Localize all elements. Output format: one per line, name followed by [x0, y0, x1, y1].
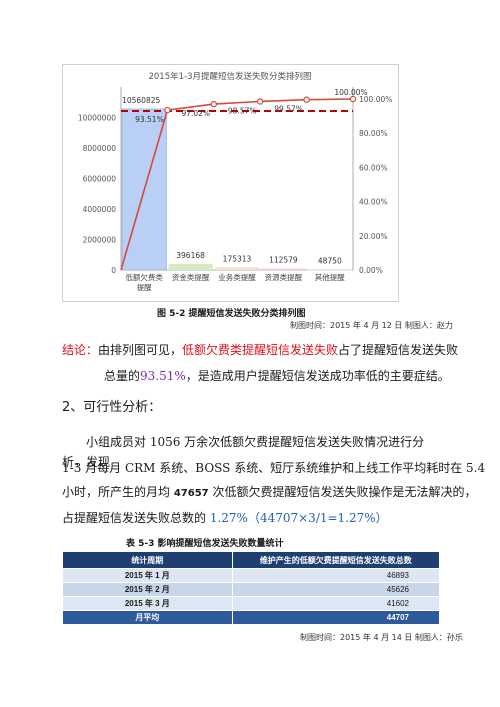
conclusion-text-3: 总量的: [104, 369, 141, 383]
table-row: 2015 年 1 月 46893: [62, 568, 441, 583]
bar-value-label: 10560825: [122, 96, 160, 105]
table-row: 2015 年 3 月 41602: [62, 596, 441, 611]
x-tick-label: 资源类提醒: [265, 272, 303, 282]
header-count: 维护产生的低额欠费提醒短信发送失败总数: [231, 551, 441, 569]
cumulative-point: [303, 96, 310, 103]
footer-value: 44707: [231, 610, 441, 625]
table-row: 2015 年 2 月 45626: [62, 582, 441, 597]
x-tick-label: 提醒: [137, 282, 152, 292]
bar-value-label: 48750: [318, 256, 342, 265]
x-tick-label: 其他提醒: [315, 272, 345, 282]
row-value: 41602: [231, 596, 441, 611]
figure-credit: 制图时间：2015 年 4 月 12 日 制图人：赵力: [290, 321, 453, 330]
table-caption: 表 5-3 影响提醒短信发送失败数量统计: [126, 539, 284, 549]
y-tick-label: 2000000: [83, 236, 117, 245]
cumulative-label: 98.57%: [228, 106, 257, 115]
y2-tick-label: 40.00%: [359, 198, 388, 207]
y-tick-label: 8000000: [83, 144, 117, 153]
y-tick-label: 6000000: [83, 175, 117, 184]
x-tick-label: 低额欠费类: [125, 272, 163, 282]
cumulative-point: [210, 100, 217, 108]
row-period: 2015 年 2 月: [62, 582, 233, 597]
y-tick-label: 4000000: [83, 205, 117, 214]
cumulative-label: 99.57%: [274, 105, 303, 114]
bar: [261, 268, 306, 270]
row-period: 2015 年 3 月: [62, 596, 233, 611]
conclusion-highlight: 低额欠费类提醒短信发送失败: [182, 343, 339, 357]
bar: [168, 263, 213, 270]
paragraph-line-3: 小时，所产生的月均 47657 次低额欠费提醒短信发送失败操作是无法解决的，: [62, 482, 476, 504]
stats-table: 统计周期 维护产生的低额欠费提醒短信发送失败总数 2015 年 1 月 4689…: [62, 551, 441, 625]
header-period: 统计周期: [62, 551, 233, 569]
figure-caption: 图 5-2 提醒短信发送失败分类排列图: [157, 309, 306, 319]
conclusion-text-2: 占了提醒短信发送失败: [338, 343, 459, 357]
paragraph-formula: 1.27%（44707×3/1=1.27%）: [209, 511, 388, 525]
y2-tick-label: 100.00%: [359, 95, 392, 104]
paragraph-line-1: 小组成员对 1056 万余次低额欠费提醒短信发送失败情况进行分析，发现: [62, 435, 425, 469]
x-tick-label: 业务类提醒: [218, 272, 256, 282]
y-tick-label: 10000000: [78, 114, 116, 123]
table-header-row: 统计周期 维护产生的低额欠费提醒短信发送失败总数: [62, 551, 441, 569]
cumulative-point: [164, 106, 171, 114]
x-tick-label: 资金类提醒: [172, 272, 210, 282]
cumulative-point: [349, 95, 357, 103]
y2-tick-label: 0.00%: [359, 266, 383, 275]
paragraph-line-2: 1-3 月每月 CRM 系统、BOSS 系统、短厅系统维护和上线工作平均耗时在 …: [62, 461, 486, 475]
conclusion-text-4: ，是造成用户提醒短信发送成功率低的主要症结。: [185, 369, 450, 383]
chart-svg: 2015年1-3月提醒短信发送失败分类排列图 0 2000000 4000000 600…: [78, 71, 393, 292]
bar-value-label: 175313: [223, 254, 252, 263]
pareto-chart: 2015年1-3月提醒短信发送失败分类排列图 0 2000000 4000000 600…: [62, 64, 399, 302]
y2-tick-label: 60.00%: [359, 163, 388, 172]
cumulative-label: 93.51%: [135, 115, 164, 124]
section-title: 2、可行性分析：: [62, 400, 162, 415]
conclusion-line-1: 结论：由排列图可见，低额欠费类提醒短信发送失败占了提醒短信发送失败: [62, 340, 458, 360]
row-value: 46893: [231, 568, 441, 583]
bar-value-label: 396168: [176, 251, 205, 260]
cumulative-point: [256, 98, 264, 105]
y-tick-label: 0: [111, 266, 116, 275]
y2-tick-label: 20.00%: [359, 232, 388, 241]
cumulative-label: 97.02%: [181, 109, 210, 118]
footer-label: 月平均: [62, 610, 233, 625]
paragraph-value-47657: 47657: [173, 488, 209, 499]
conclusion-label: 结论：: [62, 343, 99, 357]
paragraph-line-4: 占提醒短信发送失败总数的 1.27%（44707×3/1=1.27%）: [62, 508, 388, 528]
cumulative-line: [120, 98, 354, 271]
table-credit: 制图时间：2015 年 4 月 14 日 制图人：孙乐: [300, 633, 463, 642]
paragraph-text-3a: 小时，所产生的月均: [62, 485, 174, 499]
paragraph-text-3c: 次低额欠费提醒短信发送失败操作是无法解决的，: [208, 485, 477, 499]
table-footer-row: 月平均 44707: [62, 610, 441, 625]
bar-value-label: 112579: [269, 255, 298, 264]
bar: [307, 269, 352, 271]
conclusion-percent: 93.51%: [140, 369, 186, 383]
row-value: 45626: [231, 582, 441, 597]
chart-title: 2015年1-3月提醒短信发送失败分类排列图: [148, 71, 311, 82]
paragraph-text-4a: 占提醒短信发送失败总数的: [62, 511, 210, 525]
row-period: 2015 年 1 月: [62, 568, 233, 583]
y2-tick-label: 80.00%: [359, 129, 388, 138]
cumulative-label: 100.00%: [334, 88, 367, 97]
conclusion-line-2: 总量的93.51%，是造成用户提醒短信发送成功率低的主要症结。: [104, 366, 450, 386]
bar: [214, 267, 260, 270]
conclusion-text-1: 由排列图可见，: [98, 343, 183, 357]
